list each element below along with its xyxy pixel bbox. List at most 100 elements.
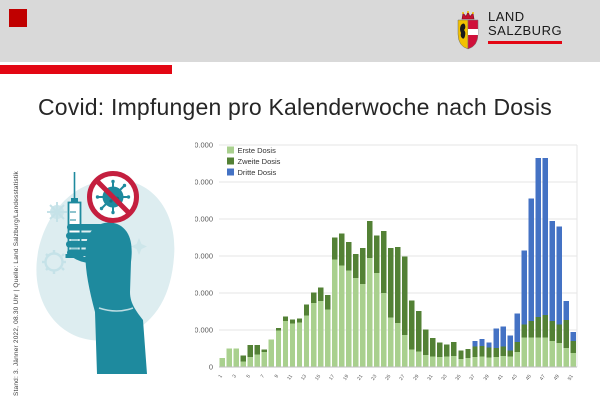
bar-week-40-zweite bbox=[493, 347, 499, 358]
bar-week-51-dritte bbox=[570, 331, 576, 342]
bar-week-38-dritte bbox=[479, 338, 485, 346]
x-tick-label-week-41: 41 bbox=[497, 374, 505, 382]
bar-week-42-zweite bbox=[507, 350, 513, 357]
bar-week-9-zweite bbox=[275, 327, 282, 331]
sparkle-icon bbox=[131, 238, 147, 255]
legend-label-3: Dritte Dosis bbox=[238, 168, 277, 177]
bar-week-43-dritte bbox=[514, 313, 520, 342]
bar-week-10-erste bbox=[282, 320, 289, 367]
background-virus-icon bbox=[47, 202, 67, 222]
bar-week-35-zweite bbox=[458, 350, 464, 360]
bar-week-40-erste bbox=[493, 357, 499, 367]
bar-week-9-erste bbox=[275, 330, 282, 367]
bar-week-14-erste bbox=[310, 302, 317, 367]
x-tick-label-week-9: 9 bbox=[274, 374, 281, 380]
bar-week-48-erste bbox=[549, 341, 555, 367]
bar-week-11-erste bbox=[289, 323, 296, 367]
bar-week-22-zweite bbox=[367, 220, 373, 259]
bar-week-19-erste bbox=[345, 270, 352, 367]
bar-week-36-erste bbox=[465, 358, 471, 367]
legend-label-2: Zweite Dosis bbox=[238, 157, 281, 166]
bar-week-29-zweite bbox=[416, 310, 422, 352]
bar-week-30-zweite bbox=[423, 329, 429, 355]
logo-line-land: LAND bbox=[488, 9, 525, 24]
legend-swatch-2 bbox=[227, 157, 234, 165]
bar-week-6-erste bbox=[254, 354, 261, 367]
x-tick-label-week-25: 25 bbox=[384, 374, 392, 382]
bar-week-21-erste bbox=[359, 284, 366, 367]
bar-week-19-zweite bbox=[345, 241, 352, 271]
legend-swatch-1 bbox=[227, 146, 234, 154]
bar-week-30-erste bbox=[423, 354, 429, 367]
y-tick-label: 40.000 bbox=[195, 215, 213, 224]
y-axis-labels: 0 10.000 20.000 30.000 40.000 50.000 60.000 bbox=[195, 141, 213, 372]
red-accent-bar bbox=[0, 65, 172, 74]
bar-week-33-erste bbox=[444, 356, 450, 367]
bar-week-18-erste bbox=[338, 265, 345, 367]
x-tick-label-week-29: 29 bbox=[412, 374, 420, 382]
x-tick-label-week-1: 1 bbox=[217, 374, 224, 380]
bar-week-31-erste bbox=[430, 356, 436, 367]
logo-line-salzburg: SALZBURG bbox=[488, 23, 563, 38]
bar-week-25-erste bbox=[388, 317, 394, 367]
x-tick-label-week-13: 13 bbox=[300, 374, 308, 382]
bar-week-3-erste bbox=[233, 348, 240, 367]
x-tick-label-week-7: 7 bbox=[260, 374, 267, 380]
chart-legend: Erste Dosis Zweite Dosis Dritte Dosis bbox=[227, 146, 281, 177]
y-tick-label: 30.000 bbox=[195, 252, 213, 261]
header-band bbox=[0, 0, 600, 62]
bar-week-41-erste bbox=[500, 355, 506, 367]
bar-week-11-zweite bbox=[289, 319, 296, 324]
bar-week-41-dritte bbox=[500, 326, 506, 347]
bar-week-20-erste bbox=[352, 278, 359, 367]
page-title: Covid: Impfungen pro Kalenderwoche nach … bbox=[38, 94, 553, 120]
vaccination-chart: 010.00020.00030.00040.00050.00060.000 13… bbox=[195, 141, 578, 382]
bar-week-50-erste bbox=[563, 348, 569, 367]
bar-week-48-zweite bbox=[549, 320, 555, 342]
bar-week-4-zweite bbox=[240, 355, 247, 362]
bar-week-31-zweite bbox=[430, 337, 436, 357]
bar-week-42-dritte bbox=[507, 335, 513, 351]
bar-week-46-erste bbox=[535, 337, 541, 367]
x-tick-label-week-11: 11 bbox=[286, 374, 294, 382]
bar-week-12-zweite bbox=[296, 318, 303, 323]
bar-week-47-erste bbox=[542, 337, 548, 367]
bar-week-47-zweite bbox=[542, 315, 548, 338]
bar-week-17-zweite bbox=[331, 237, 338, 260]
bar-week-7-zweite bbox=[261, 349, 268, 353]
x-tick-label-week-27: 27 bbox=[398, 374, 406, 382]
bar-week-39-dritte bbox=[486, 342, 492, 348]
x-tick-label-week-47: 47 bbox=[539, 374, 547, 382]
bar-week-6-zweite bbox=[254, 344, 261, 355]
bar-week-48-dritte bbox=[549, 220, 555, 321]
bar-week-18-zweite bbox=[338, 233, 345, 266]
bar-week-13-erste bbox=[303, 315, 310, 367]
bar-week-50-zweite bbox=[563, 320, 569, 349]
no-virus-icon bbox=[87, 171, 139, 223]
vaccine-illustration bbox=[36, 171, 175, 374]
x-tick-label-week-17: 17 bbox=[328, 374, 336, 382]
bar-week-38-erste bbox=[479, 356, 485, 367]
bar-week-27-zweite bbox=[402, 256, 408, 336]
bar-week-1-erste bbox=[219, 357, 225, 367]
bar-week-38-zweite bbox=[479, 345, 485, 357]
x-tick-label-week-45: 45 bbox=[525, 374, 533, 382]
y-tick-label: 20.000 bbox=[195, 289, 213, 298]
x-tick-label-week-33: 33 bbox=[440, 374, 448, 382]
bar-week-35-erste bbox=[458, 359, 464, 367]
x-tick-label-week-3: 3 bbox=[231, 374, 238, 380]
bar-week-26-zweite bbox=[395, 247, 401, 323]
hand-icon bbox=[66, 222, 147, 374]
bar-week-7-erste bbox=[261, 352, 268, 367]
x-tick-label-week-15: 15 bbox=[314, 374, 322, 382]
bar-week-37-dritte bbox=[472, 341, 478, 347]
x-tick-label-week-51: 51 bbox=[567, 374, 575, 382]
bar-week-41-zweite bbox=[500, 346, 506, 356]
bar-week-34-erste bbox=[451, 355, 457, 367]
bar-week-49-zweite bbox=[556, 324, 562, 343]
bar-week-51-erste bbox=[570, 352, 576, 367]
source-note: Stand: 3. Jänner 2022, 08.30 Uhr | Quell… bbox=[13, 171, 20, 396]
bar-week-39-zweite bbox=[486, 347, 492, 358]
bar-week-5-erste bbox=[247, 357, 254, 367]
